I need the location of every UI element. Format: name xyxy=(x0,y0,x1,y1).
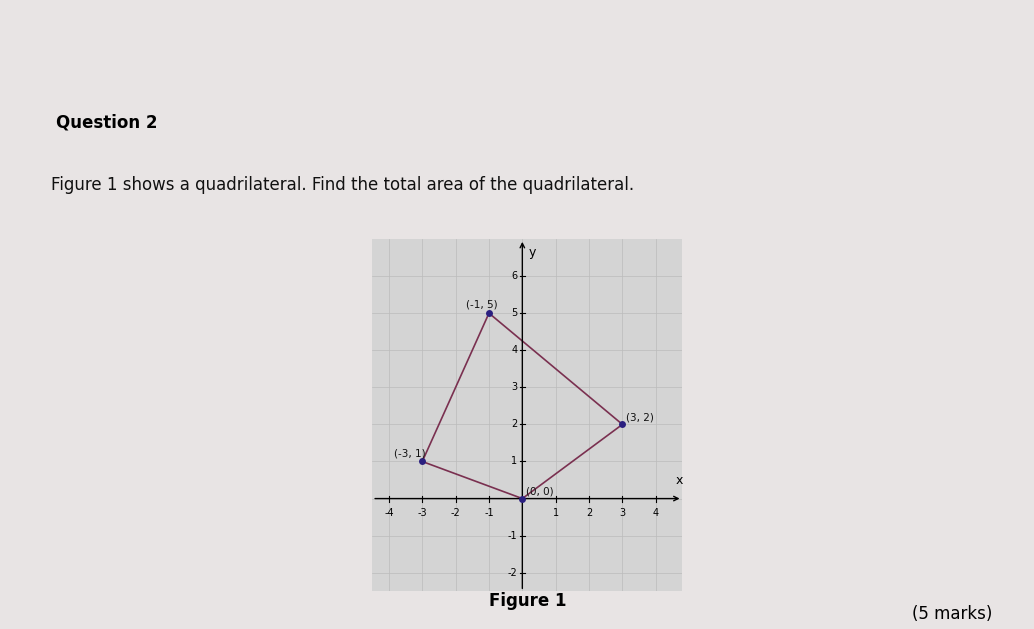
Text: 3: 3 xyxy=(619,508,626,518)
Point xyxy=(414,457,430,467)
Text: -1: -1 xyxy=(508,531,517,541)
Text: Figure 1: Figure 1 xyxy=(489,592,566,610)
Text: -3: -3 xyxy=(418,508,427,518)
Text: 4: 4 xyxy=(652,508,659,518)
Text: 3: 3 xyxy=(511,382,517,392)
Text: 1: 1 xyxy=(552,508,558,518)
Text: (-1, 5): (-1, 5) xyxy=(465,299,497,309)
Text: x: x xyxy=(675,474,682,487)
Text: 6: 6 xyxy=(511,271,517,281)
Text: -2: -2 xyxy=(451,508,460,518)
Text: 2: 2 xyxy=(511,420,517,430)
Text: Figure 1 shows a quadrilateral. Find the total area of the quadrilateral.: Figure 1 shows a quadrilateral. Find the… xyxy=(51,176,634,194)
Text: 4: 4 xyxy=(511,345,517,355)
Text: Question 2: Question 2 xyxy=(56,114,157,131)
Text: 1: 1 xyxy=(511,457,517,467)
Text: -4: -4 xyxy=(384,508,394,518)
Text: (3, 2): (3, 2) xyxy=(626,413,653,423)
Text: 5: 5 xyxy=(511,308,517,318)
Text: y: y xyxy=(529,247,537,259)
Text: -1: -1 xyxy=(484,508,494,518)
Text: (0, 0): (0, 0) xyxy=(526,486,554,496)
Text: (-3, 1): (-3, 1) xyxy=(394,448,426,459)
Point xyxy=(614,420,631,430)
Point xyxy=(514,494,530,504)
Text: 2: 2 xyxy=(586,508,592,518)
Text: (5 marks): (5 marks) xyxy=(912,604,993,623)
Point xyxy=(481,308,497,318)
Text: -2: -2 xyxy=(508,568,517,577)
